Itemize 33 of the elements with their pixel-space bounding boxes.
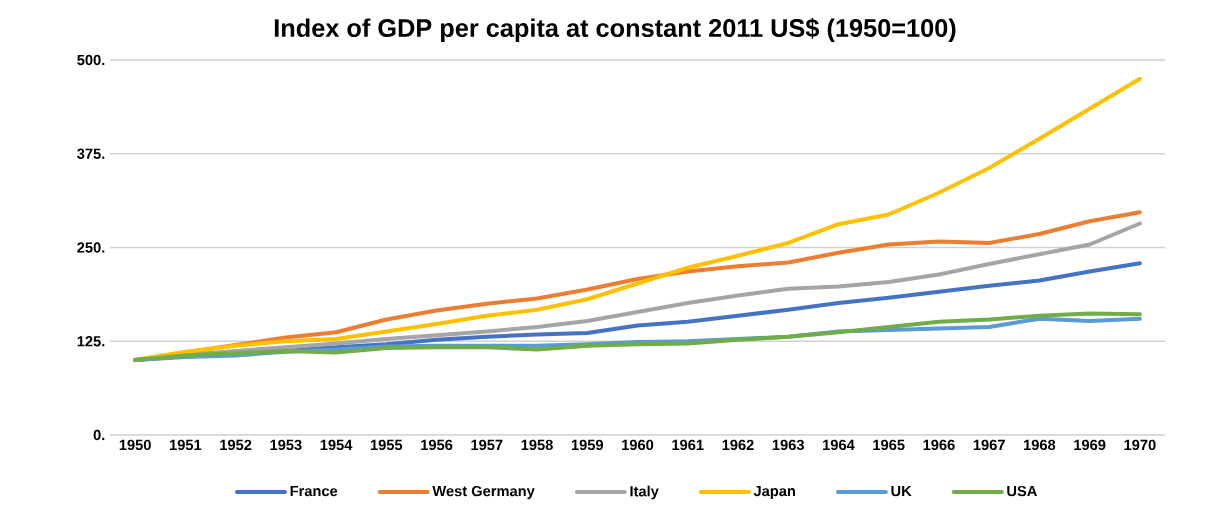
x-tick-label: 1950 (119, 439, 151, 451)
legend-label: West Germany (432, 485, 535, 500)
x-tick-label: 1962 (722, 439, 754, 451)
legend-label: Italy (630, 485, 659, 500)
x-tick-label: 1961 (672, 439, 704, 451)
x-tick-label: 1960 (622, 439, 654, 451)
y-tick-label: 375. (77, 148, 105, 159)
x-tick-label: 1970 (1124, 439, 1156, 451)
x-tick-label: 1965 (873, 439, 905, 451)
y-tick-label: 125. (77, 336, 105, 347)
x-tick-label: 1951 (169, 439, 202, 451)
x-tick-label: 1953 (270, 439, 302, 451)
x-tick-label: 1967 (973, 439, 1005, 451)
x-tick-label: 1952 (220, 439, 252, 451)
x-tick-label: 1968 (1024, 439, 1056, 451)
y-tick-label: 250. (77, 242, 105, 253)
legend-label: Japan (753, 485, 795, 500)
legend-label: France (290, 485, 338, 497)
chart-title: Index of GDP per capita at constant 2011 US$ (1950=100) (274, 17, 956, 43)
y-tick-label: 500. (77, 54, 105, 66)
x-tick-label: 1963 (772, 439, 804, 451)
legend-label: UK (891, 485, 912, 497)
x-tick-label: 1969 (1074, 439, 1106, 451)
x-tick-label: 1954 (320, 439, 353, 451)
x-tick-label: 1964 (823, 439, 855, 451)
x-tick-label: 1957 (471, 439, 503, 451)
legend-label: USA (1007, 485, 1037, 497)
x-tick-label: 1966 (923, 439, 955, 451)
x-tick-label: 1955 (370, 439, 403, 451)
x-tick-label: 1956 (421, 439, 453, 451)
x-tick-label: 1958 (521, 439, 553, 451)
x-tick-label: 1959 (571, 439, 604, 451)
y-tick-label: 0. (93, 429, 105, 441)
